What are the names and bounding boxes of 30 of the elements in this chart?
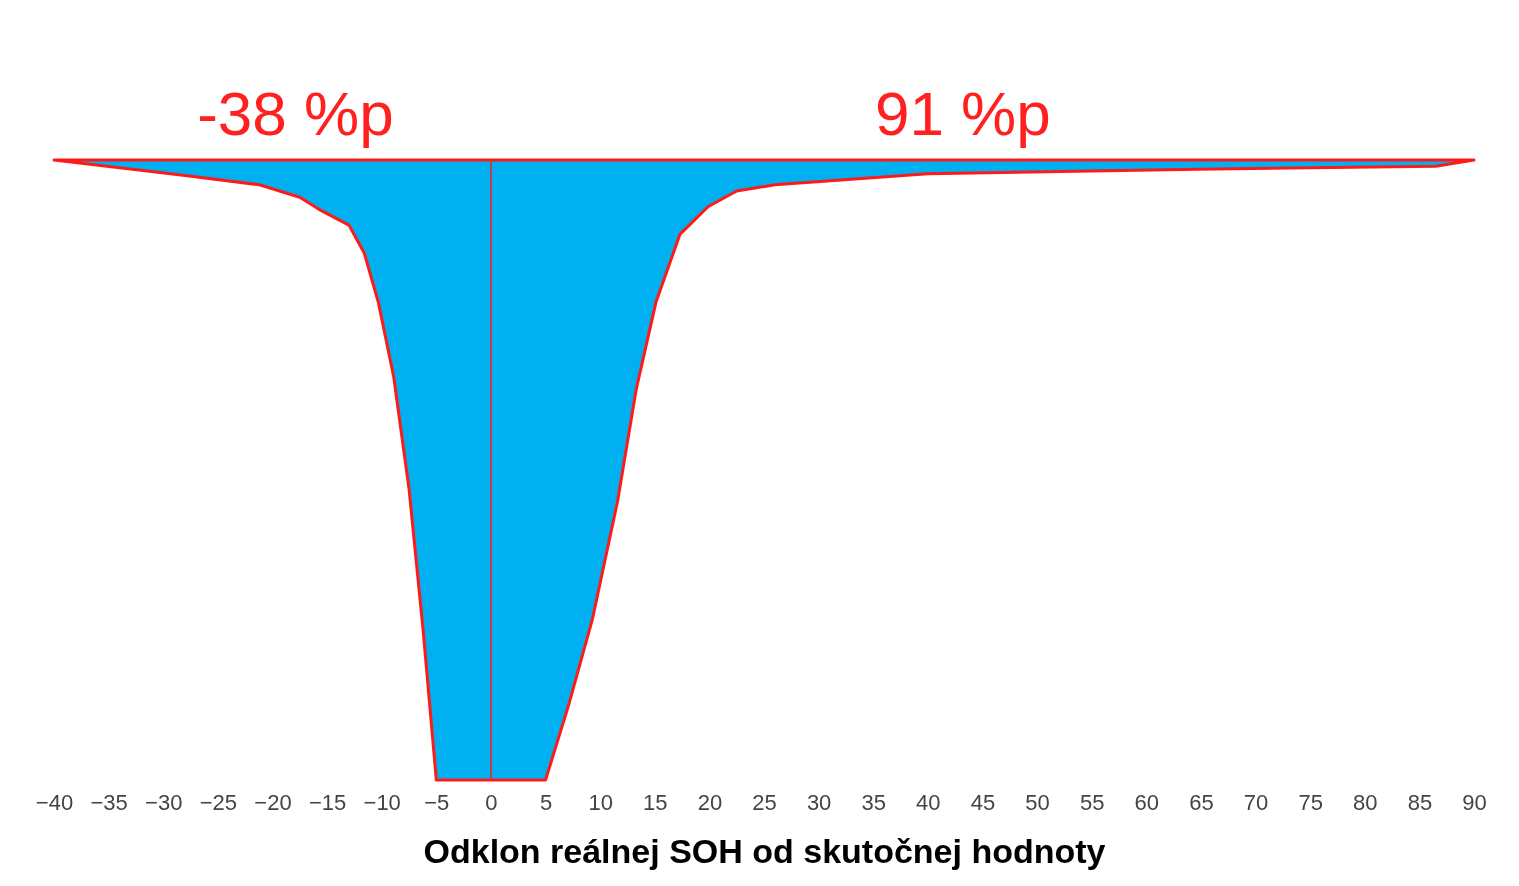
x-tick-label: 55 [1079, 789, 1105, 815]
x-axis-title: Odklon reálnej SOH od skutočnej hodnoty [423, 831, 1106, 870]
text: 91 %p [874, 79, 1051, 148]
text: -38 %p [197, 79, 394, 148]
x-tick-label: 0 [485, 789, 498, 815]
x-tick-label: 15 [643, 789, 668, 815]
x-tick-label: 5 [539, 789, 553, 815]
x-tick-label: 20 [697, 789, 723, 815]
x-tick-label: 60 [1134, 789, 1160, 815]
x-tick-label: −40 [35, 789, 74, 815]
x-tick-label: 45 [970, 789, 996, 815]
x-tick-label: −5 [424, 789, 450, 815]
x-tick-label: −30 [145, 789, 183, 815]
x-tick-label: 30 [806, 789, 832, 815]
x-tick-label: −25 [199, 789, 238, 815]
x-tick-label: 90 [1462, 789, 1487, 815]
x-tick-label: −10 [363, 789, 401, 815]
x-tick-label: 70 [1243, 789, 1269, 815]
x-tick-label: 80 [1353, 789, 1378, 815]
x-tick-label: 85 [1407, 789, 1433, 815]
x-tick-label: 35 [861, 789, 886, 815]
x-tick-label: 50 [1025, 789, 1050, 815]
x-tick-label: 75 [1298, 789, 1323, 815]
x-tick-label: −15 [308, 789, 347, 815]
x-tick-label: 25 [752, 789, 777, 815]
x-tick-label: 65 [1189, 789, 1214, 815]
x-tick-label: 10 [588, 789, 613, 815]
x-tick-label: 40 [916, 789, 941, 815]
x-tick-label: −35 [90, 789, 128, 815]
x-tick-label: −20 [254, 789, 292, 815]
